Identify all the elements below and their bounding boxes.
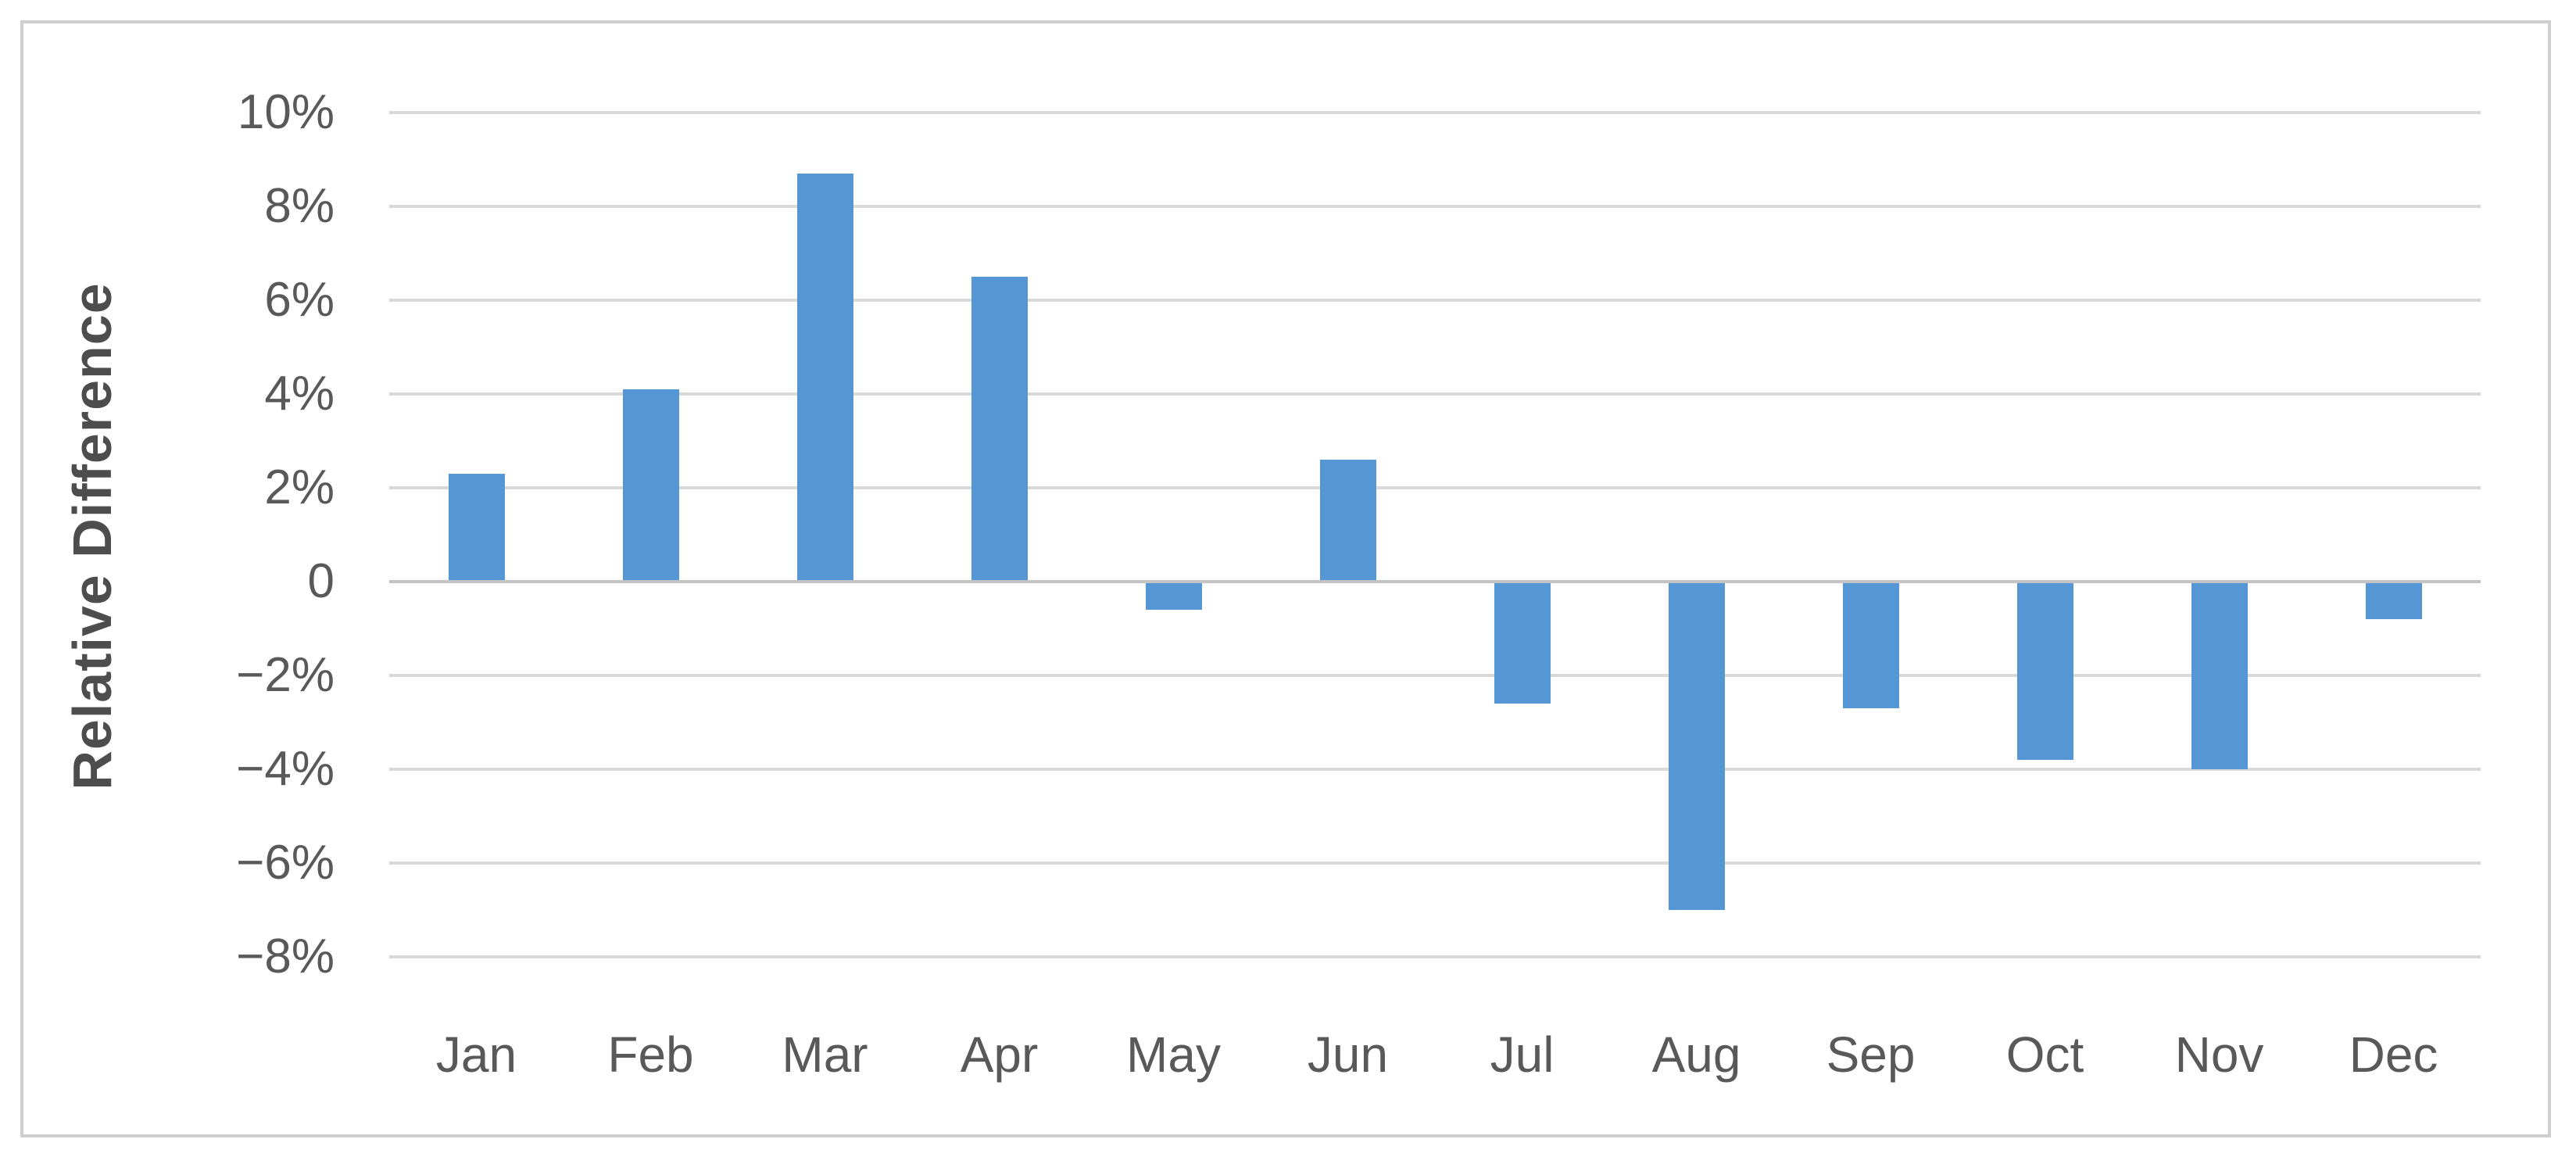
- x-tick-label-sep: Sep: [1826, 1026, 1916, 1083]
- y-tick-label-0: 0: [307, 554, 335, 608]
- gridline: [389, 205, 2481, 208]
- bar-dec: [2365, 582, 2422, 619]
- x-tick-label-may: May: [1126, 1026, 1221, 1083]
- bar-nov: [2191, 582, 2248, 769]
- y-tick-label-8: 8%: [264, 179, 335, 233]
- y-axis-title: Relative Difference: [62, 282, 123, 790]
- bar-aug: [1668, 582, 1725, 910]
- bar-jul: [1494, 582, 1551, 704]
- y-tick-label--6: −6%: [236, 836, 335, 890]
- gridline: [389, 486, 2481, 489]
- bar-apr: [971, 277, 1028, 582]
- x-tick-label-apr: Apr: [960, 1026, 1039, 1083]
- bar-oct: [2016, 582, 2073, 760]
- bar-mar: [796, 174, 853, 582]
- y-tick-label-4: 4%: [264, 367, 335, 421]
- x-tick-label-jul: Jul: [1490, 1026, 1555, 1083]
- gridline: [389, 861, 2481, 865]
- y-tick-label-6: 6%: [264, 273, 335, 327]
- plot-area: Jan Feb Mar Apr May Jun Jul Aug Sep Oct Nov Dec 10% 8…: [23, 23, 2548, 1134]
- x-tick-label-dec: Dec: [2349, 1026, 2438, 1083]
- bar-sep: [1842, 582, 1899, 708]
- x-tick-label-jun: Jun: [1307, 1026, 1389, 1083]
- gridline: [389, 674, 2481, 677]
- gridline: [389, 299, 2481, 302]
- x-tick-label-mar: Mar: [782, 1026, 868, 1083]
- bar-jun: [1319, 460, 1376, 582]
- y-tick-label--2: −2%: [236, 648, 335, 702]
- gridline: [389, 392, 2481, 396]
- gridline: [389, 111, 2481, 114]
- x-tick-label-jan: Jan: [435, 1026, 517, 1083]
- bar-jan: [448, 474, 505, 582]
- y-tick-label--4: −4%: [236, 742, 335, 796]
- x-tick-label-aug: Aug: [1651, 1026, 1741, 1083]
- zero-axis-line: [389, 580, 2481, 583]
- x-tick-label-nov: Nov: [2174, 1026, 2264, 1083]
- y-tick-label-10: 10%: [237, 85, 335, 139]
- gridline: [389, 768, 2481, 771]
- x-tick-label-feb: Feb: [607, 1026, 694, 1083]
- gridline: [389, 955, 2481, 958]
- y-tick-label-2: 2%: [264, 460, 335, 514]
- bar-may: [1145, 582, 1202, 610]
- x-tick-label-oct: Oct: [2005, 1026, 2084, 1083]
- chart-frame: Jan Feb Mar Apr May Jun Jul Aug Sep Oct Nov Dec 10% 8…: [20, 20, 2551, 1137]
- bar-feb: [622, 389, 679, 582]
- y-tick-label--8: −8%: [236, 930, 335, 983]
